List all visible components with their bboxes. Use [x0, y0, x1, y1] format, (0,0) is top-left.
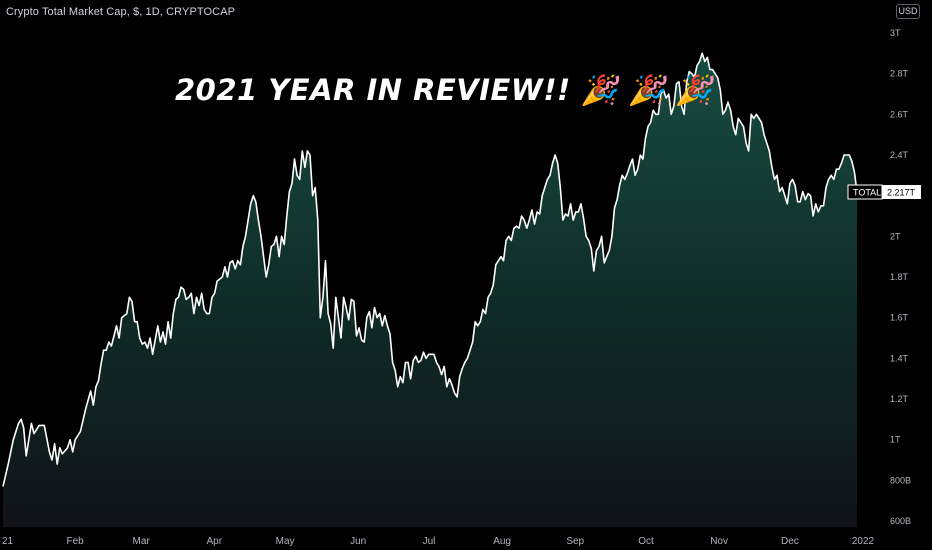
- market-cap-area: [3, 53, 857, 528]
- x-tick-label: Jul: [423, 536, 436, 547]
- y-tick-label: 2T: [890, 231, 901, 241]
- x-tick-label: Nov: [710, 536, 728, 547]
- series-label-text: TOTAL: [853, 188, 881, 198]
- y-tick-label: 800B: [890, 475, 911, 485]
- y-tick-label: 2.8T: [890, 69, 909, 79]
- x-tick-label: 2022: [852, 536, 875, 547]
- y-tick-label: 1.2T: [890, 394, 909, 404]
- market-cap-line: [2, 52, 858, 487]
- y-tick-label: 1T: [890, 435, 901, 445]
- y-tick-label: 600B: [890, 516, 911, 526]
- headline-text: 2021 YEAR IN REVIEW!! 🎉 🎉 🎉: [175, 73, 713, 107]
- x-axis-ticks: 21 Feb Mar Apr May Jun Jul Aug Sep Oct Nov Dec 2022: [2, 536, 875, 547]
- y-axis-ticks: 600B800B1T1.2T1.4T1.6T1.8T2T2.2T2.4T2.6T…: [890, 28, 911, 526]
- x-tick-label: Jun: [350, 536, 366, 547]
- y-tick-label: 1.8T: [890, 272, 909, 282]
- currency-badge[interactable]: USD: [896, 4, 920, 19]
- last-value-text: 2.217T: [887, 188, 916, 198]
- x-tick-label: Feb: [67, 536, 85, 547]
- x-tick-label: Oct: [638, 536, 654, 547]
- x-tick-label: Aug: [493, 536, 511, 547]
- y-tick-label: 1.4T: [890, 353, 909, 363]
- x-tick-label: Sep: [566, 536, 584, 547]
- y-tick-label: 3T: [890, 28, 901, 38]
- x-tick-label: Mar: [133, 536, 151, 547]
- symbol-title: Crypto Total Market Cap, $, 1D, CRYPTOCA…: [6, 6, 236, 18]
- x-tick-label: Apr: [207, 536, 223, 547]
- y-tick-label: 2.4T: [890, 150, 909, 160]
- x-tick-label: 21: [2, 536, 14, 547]
- series-label: TOTAL: [847, 184, 883, 200]
- x-tick-label: May: [276, 536, 295, 547]
- last-value-badge: 2.217T: [882, 185, 921, 199]
- y-tick-label: 2.6T: [890, 109, 909, 119]
- x-tick-label: Dec: [781, 536, 799, 547]
- y-tick-label: 1.6T: [890, 313, 909, 323]
